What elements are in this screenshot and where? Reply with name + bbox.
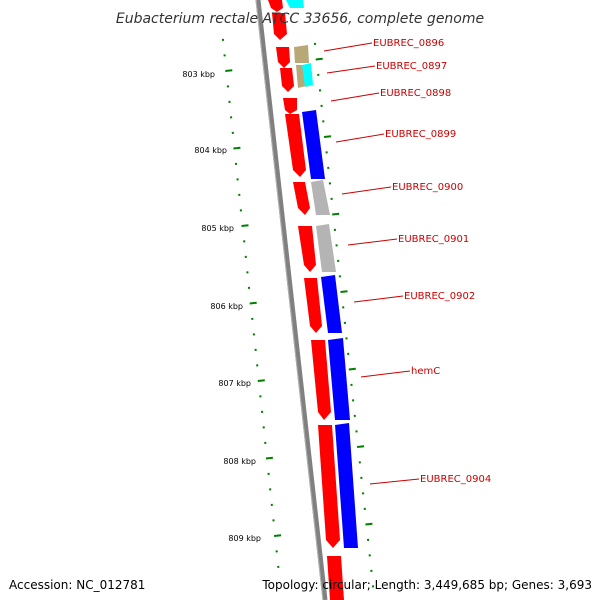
genome-backbone — [255, 0, 328, 600]
gene-callout-lines — [323, 42, 420, 485]
major-tick — [249, 301, 257, 305]
tick-label-804: 804 kbp — [194, 146, 227, 155]
tick-marks-left — [221, 38, 282, 568]
major-tick — [356, 445, 365, 448]
major-tick — [265, 456, 274, 460]
map-title: Eubacterium rectale ATCC 33656, complete… — [116, 11, 484, 27]
major-tick — [233, 146, 241, 150]
gene-label-eubrec-0898[interactable]: EUBREC_0898 — [380, 88, 451, 99]
major-tick — [225, 69, 233, 72]
gene-arrow-eubrec-0900[interactable] — [293, 182, 310, 215]
accession-text: Accession: NC_012781 — [9, 578, 146, 592]
gene-arrow-top-cyan[interactable] — [286, 0, 304, 8]
gene-arrow-eubrec-0901[interactable] — [298, 226, 316, 272]
gene-block-blue-1[interactable] — [302, 110, 325, 179]
gene-block-blue-4[interactable] — [335, 423, 358, 548]
gene-block-gray-1[interactable] — [311, 180, 330, 215]
topology-text: Topology: circular; Length: 3,449,685 bp… — [262, 578, 592, 592]
tick-marks-right — [313, 42, 375, 588]
tick-label-805: 805 kbp — [201, 224, 234, 233]
tick-label-808: 808 kbp — [223, 457, 256, 466]
tick-label-806: 806 kbp — [210, 302, 243, 311]
gene-block-gray-2[interactable] — [316, 224, 336, 272]
major-tick — [365, 522, 373, 526]
gene-arrow-eubrec-0902[interactable] — [304, 278, 322, 333]
gene-labels: EUBREC_0896 EUBREC_0897 EUBREC_0898 EUBR… — [373, 38, 491, 485]
gene-label-eubrec-0899[interactable]: EUBREC_0899 — [385, 129, 456, 140]
major-tick — [340, 290, 348, 293]
major-tick — [332, 212, 340, 216]
gene-label-eubrec-0901[interactable]: EUBREC_0901 — [398, 234, 469, 245]
gene-label-eubrec-0904[interactable]: EUBREC_0904 — [420, 474, 491, 485]
gene-block-cyan[interactable] — [302, 63, 313, 87]
tick-labels: 803 kbp 804 kbp 805 kbp 806 kbp 807 kbp … — [182, 70, 261, 543]
gene-label-eubrec-0897[interactable]: EUBREC_0897 — [376, 61, 447, 72]
major-tick — [348, 367, 356, 371]
gene-label-eubrec-0896[interactable]: EUBREC_0896 — [373, 38, 444, 49]
major-tick — [315, 57, 323, 61]
gene-block-khaki[interactable] — [294, 45, 309, 63]
gene-arrow-eubrec-0898[interactable] — [283, 98, 297, 114]
gene-label-eubrec-0902[interactable]: EUBREC_0902 — [404, 291, 475, 302]
gene-arrow-top-red-2[interactable] — [272, 13, 287, 40]
gene-arrow-eubrec-0899[interactable] — [285, 114, 306, 177]
gene-arrow-top-red[interactable] — [268, 0, 283, 12]
gene-label-eubrec-0900[interactable]: EUBREC_0900 — [392, 182, 463, 193]
major-tick — [257, 379, 265, 382]
tick-label-809: 809 kbp — [228, 534, 261, 543]
gene-arrow-bottom-red[interactable] — [327, 556, 344, 600]
gene-arrow-eubrec-0896[interactable] — [276, 47, 290, 68]
tick-label-803: 803 kbp — [182, 70, 215, 79]
gene-block-blue-3[interactable] — [328, 338, 350, 420]
major-tick — [273, 534, 282, 537]
gene-block-blue-2[interactable] — [321, 275, 342, 333]
gene-arrow-eubrec-0904[interactable] — [318, 425, 340, 548]
gene-label-hemc[interactable]: hemC — [411, 366, 440, 377]
major-tick — [241, 224, 249, 227]
tick-label-807: 807 kbp — [218, 379, 251, 388]
gene-arrow-eubrec-0897[interactable] — [280, 68, 294, 92]
gene-arrow-hemc[interactable] — [311, 340, 331, 420]
major-tick — [323, 135, 332, 138]
